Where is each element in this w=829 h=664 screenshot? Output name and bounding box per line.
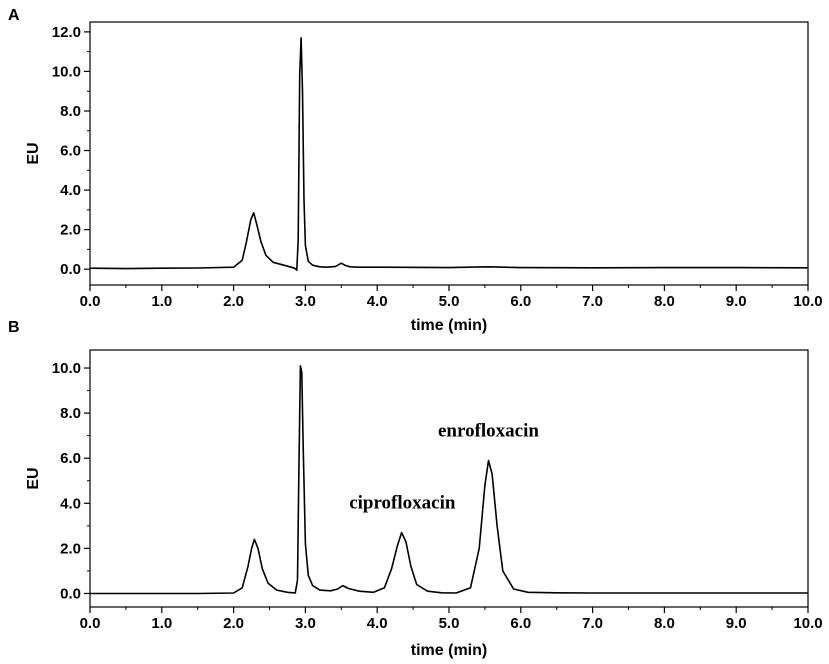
y-tick-label: 0.0 xyxy=(60,585,81,602)
y-tick-label: 10.0 xyxy=(52,63,81,80)
panel-label: A xyxy=(8,7,20,24)
peak-annotation: enrofloxacin xyxy=(438,420,539,441)
x-tick-label: 2.0 xyxy=(223,615,244,632)
panel-a: 0.0 1.0 2.0 3.0 4.0 5.0 6.0 7.0 8.0 9.0 10.0 0.0 2.0… xyxy=(8,7,823,334)
y-tick-label: 0.0 xyxy=(60,261,81,278)
x-axis-title: time (min) xyxy=(411,317,487,334)
x-tick-label: 4.0 xyxy=(367,293,388,310)
y-axis-title: EU xyxy=(25,142,42,164)
x-tick-label: 7.0 xyxy=(582,293,603,310)
x-tick-label: 6.0 xyxy=(510,615,531,632)
y-tick-label: 6.0 xyxy=(60,143,81,160)
panel-label: B xyxy=(8,319,20,336)
x-tick-label: 8.0 xyxy=(654,293,675,310)
x-tick-label: 5.0 xyxy=(439,293,460,310)
y-tick-label: 8.0 xyxy=(60,405,81,422)
x-tick-label: 3.0 xyxy=(295,615,316,632)
y-tick-label: 2.0 xyxy=(60,540,81,557)
x-tick-label: 2.0 xyxy=(223,293,244,310)
x-tick-label: 0.0 xyxy=(80,615,101,632)
peak-annotation: ciprofloxacin xyxy=(349,493,456,514)
x-tick-label: 1.0 xyxy=(151,293,172,310)
y-tick-label: 2.0 xyxy=(60,222,81,239)
x-tick-label: 6.0 xyxy=(510,293,531,310)
x-axis-title: time (min) xyxy=(411,642,487,659)
x-tick-label: 1.0 xyxy=(151,615,172,632)
chromatogram-trace xyxy=(89,36,809,272)
x-tick-label: 10.0 xyxy=(793,293,822,310)
y-tick-label: 10.0 xyxy=(52,360,81,377)
x-tick-label: 10.0 xyxy=(793,615,822,632)
y-tick-label: 6.0 xyxy=(60,450,81,467)
plot-frame xyxy=(89,349,809,608)
chromatogram-trace xyxy=(90,364,808,595)
x-tick-label: 3.0 xyxy=(295,293,316,310)
x-tick-label: 9.0 xyxy=(726,615,747,632)
x-tick-label: 5.0 xyxy=(439,615,460,632)
y-tick-label: 4.0 xyxy=(60,495,81,512)
y-tick-label: 8.0 xyxy=(60,103,81,120)
panel-b: 0.0 1.0 2.0 3.0 4.0 5.0 6.0 7.0 8.0 9.0 10.0 0.0 2.0… xyxy=(8,319,823,659)
x-tick-label: 4.0 xyxy=(367,615,388,632)
y-tick-label: 12.0 xyxy=(52,24,81,41)
plot-frame xyxy=(89,21,809,286)
x-tick-label: 9.0 xyxy=(726,293,747,310)
x-tick-label: 0.0 xyxy=(80,293,101,310)
y-axis-title: EU xyxy=(25,467,42,489)
x-tick-label: 8.0 xyxy=(654,615,675,632)
y-tick-label: 4.0 xyxy=(60,182,81,199)
x-tick-label: 7.0 xyxy=(582,615,603,632)
